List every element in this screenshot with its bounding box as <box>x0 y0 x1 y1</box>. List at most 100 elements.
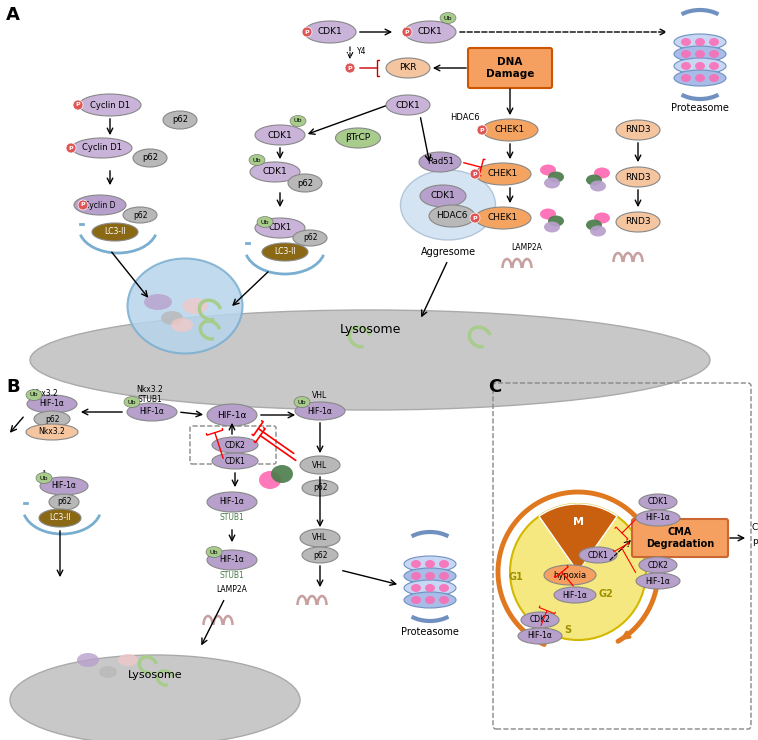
Ellipse shape <box>127 258 243 354</box>
Text: Proteasome: Proteasome <box>671 103 729 113</box>
Text: Cyclin D1: Cyclin D1 <box>90 101 130 110</box>
Ellipse shape <box>293 230 327 246</box>
Ellipse shape <box>123 207 157 223</box>
Ellipse shape <box>594 212 610 223</box>
Ellipse shape <box>681 74 691 82</box>
Text: RND3: RND3 <box>625 218 651 226</box>
Ellipse shape <box>411 596 421 604</box>
Text: Lysosome: Lysosome <box>127 670 183 680</box>
Text: LC3-II: LC3-II <box>49 514 70 522</box>
Ellipse shape <box>404 580 456 596</box>
Text: CHEK1: CHEK1 <box>488 214 518 223</box>
Ellipse shape <box>674 70 726 86</box>
Ellipse shape <box>26 389 42 400</box>
Ellipse shape <box>386 95 430 115</box>
Ellipse shape <box>255 218 305 238</box>
Text: LC3-II: LC3-II <box>104 227 126 237</box>
Text: P: P <box>305 30 309 35</box>
Ellipse shape <box>586 175 602 186</box>
Ellipse shape <box>709 62 719 70</box>
Text: HDAC6: HDAC6 <box>450 113 480 123</box>
Text: HIF-1α: HIF-1α <box>308 406 333 415</box>
Ellipse shape <box>295 402 345 420</box>
Ellipse shape <box>540 209 556 220</box>
Text: II: II <box>42 469 46 474</box>
Ellipse shape <box>674 46 726 62</box>
Text: HIF-1α: HIF-1α <box>220 556 244 565</box>
Circle shape <box>402 27 412 37</box>
Text: p62: p62 <box>313 551 327 559</box>
Text: CDK1: CDK1 <box>318 27 343 36</box>
Ellipse shape <box>411 572 421 580</box>
Text: Y4: Y4 <box>357 47 367 56</box>
Ellipse shape <box>206 547 222 557</box>
Ellipse shape <box>540 164 556 175</box>
FancyBboxPatch shape <box>632 519 728 557</box>
Ellipse shape <box>34 411 70 427</box>
Ellipse shape <box>262 243 308 261</box>
Text: Cell Cycle: Cell Cycle <box>752 523 758 533</box>
Ellipse shape <box>386 58 430 78</box>
Ellipse shape <box>521 612 559 628</box>
Text: p62: p62 <box>297 178 313 187</box>
Text: CDK1: CDK1 <box>587 551 609 559</box>
Ellipse shape <box>404 21 456 43</box>
Ellipse shape <box>300 456 340 474</box>
Ellipse shape <box>709 50 719 58</box>
Ellipse shape <box>590 226 606 237</box>
Ellipse shape <box>548 172 564 183</box>
Text: P: P <box>69 146 74 150</box>
FancyBboxPatch shape <box>468 48 552 88</box>
Circle shape <box>302 27 312 37</box>
Ellipse shape <box>482 119 538 141</box>
Text: VHL: VHL <box>312 460 327 469</box>
Text: CDK2: CDK2 <box>647 560 669 570</box>
Text: HIF-1α: HIF-1α <box>139 408 164 417</box>
Ellipse shape <box>439 596 449 604</box>
Circle shape <box>477 125 487 135</box>
Ellipse shape <box>544 221 560 232</box>
Text: LAMP2A: LAMP2A <box>512 243 543 252</box>
Text: p62: p62 <box>313 483 327 493</box>
Ellipse shape <box>302 547 338 563</box>
Text: Nkx3.2: Nkx3.2 <box>39 428 65 437</box>
Ellipse shape <box>39 509 81 527</box>
Text: HDAC6: HDAC6 <box>437 212 468 221</box>
Text: LAMP2A: LAMP2A <box>217 585 247 594</box>
Text: C: C <box>488 378 501 396</box>
Wedge shape <box>539 504 617 572</box>
Ellipse shape <box>163 111 197 129</box>
Text: Cyclin D1: Cyclin D1 <box>82 144 122 152</box>
Text: HIF-1α: HIF-1α <box>562 591 587 599</box>
Ellipse shape <box>440 13 456 24</box>
Text: Ub: Ub <box>30 392 38 397</box>
Ellipse shape <box>207 404 257 426</box>
Ellipse shape <box>127 403 177 421</box>
Text: Ub: Ub <box>443 16 453 21</box>
Ellipse shape <box>26 424 78 440</box>
Text: Lysosome: Lysosome <box>340 323 401 337</box>
Ellipse shape <box>548 215 564 226</box>
Ellipse shape <box>400 170 496 240</box>
Text: HIF-1α: HIF-1α <box>528 631 553 641</box>
Text: hypoxia: hypoxia <box>553 571 587 579</box>
Ellipse shape <box>171 318 193 332</box>
Ellipse shape <box>695 62 705 70</box>
Text: VHL: VHL <box>312 391 327 400</box>
Ellipse shape <box>49 494 79 510</box>
Ellipse shape <box>250 162 300 182</box>
Ellipse shape <box>616 167 660 187</box>
Ellipse shape <box>212 453 258 469</box>
Ellipse shape <box>639 557 677 573</box>
Circle shape <box>78 200 88 210</box>
Text: βTrCP: βTrCP <box>346 133 371 143</box>
Text: Ub: Ub <box>294 118 302 124</box>
Circle shape <box>73 100 83 110</box>
Ellipse shape <box>404 556 456 572</box>
Text: CDK1: CDK1 <box>396 101 421 110</box>
Circle shape <box>66 143 76 153</box>
Ellipse shape <box>425 584 435 592</box>
Ellipse shape <box>288 174 322 192</box>
Text: STUB1: STUB1 <box>138 395 162 405</box>
Text: CDK2: CDK2 <box>224 440 246 449</box>
